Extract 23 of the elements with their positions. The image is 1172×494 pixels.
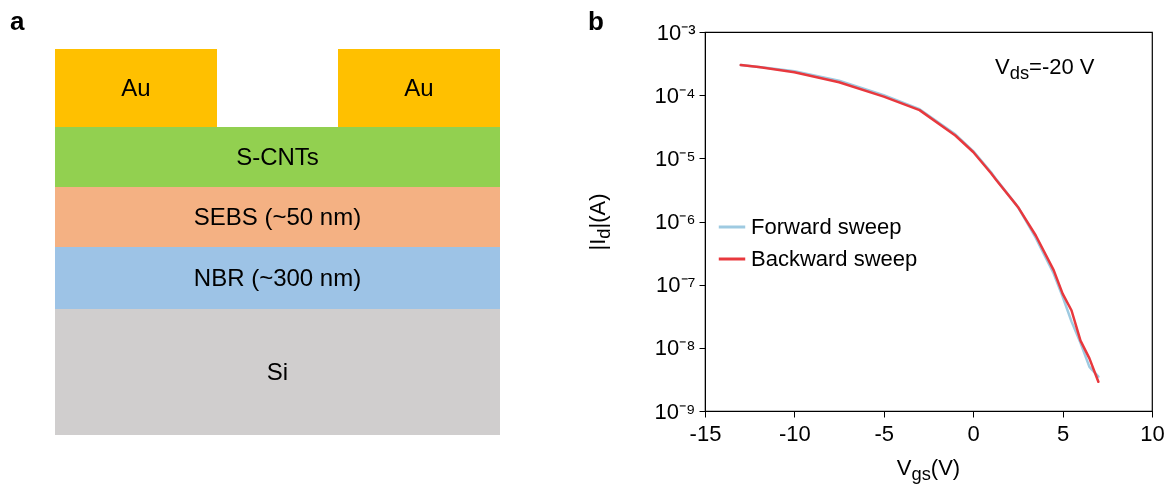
y-tick-label: 10⁻⁵ bbox=[654, 145, 696, 171]
text: NBR (~300 nm) bbox=[192, 264, 363, 292]
chart-title: b bbox=[588, 6, 604, 37]
y-tick-label: 10⁻⁷ bbox=[656, 272, 696, 298]
x-tick-label: 5 bbox=[1056, 420, 1070, 446]
text: S-CNTs bbox=[235, 143, 320, 171]
x-axis-title: V$_{gs}$(V) bbox=[895, 455, 962, 486]
text: Au bbox=[120, 74, 152, 102]
text: Si bbox=[265, 358, 290, 386]
text: a bbox=[10, 6, 25, 37]
x-tick-label: 10 bbox=[1140, 420, 1165, 446]
text: SEBS (~50 nm) bbox=[192, 203, 363, 231]
y-tick-label: 10⁻³ bbox=[656, 19, 696, 45]
x-tick-label: 0 bbox=[967, 420, 980, 446]
x-tick-label: -5 bbox=[874, 420, 895, 446]
annotation: V$_{ds}$=-20 V bbox=[995, 54, 1095, 85]
y-tick-label: 10⁻⁶ bbox=[654, 209, 696, 234]
x-tick-label: -10 bbox=[779, 420, 811, 446]
legend-label: Backward sweep bbox=[751, 246, 918, 271]
text: Au bbox=[403, 74, 435, 102]
legend-label: Forward sweep bbox=[751, 214, 902, 239]
y-tick-label: 10⁻⁴ bbox=[654, 82, 696, 108]
y-tick-label: 10⁻⁸ bbox=[654, 335, 696, 361]
